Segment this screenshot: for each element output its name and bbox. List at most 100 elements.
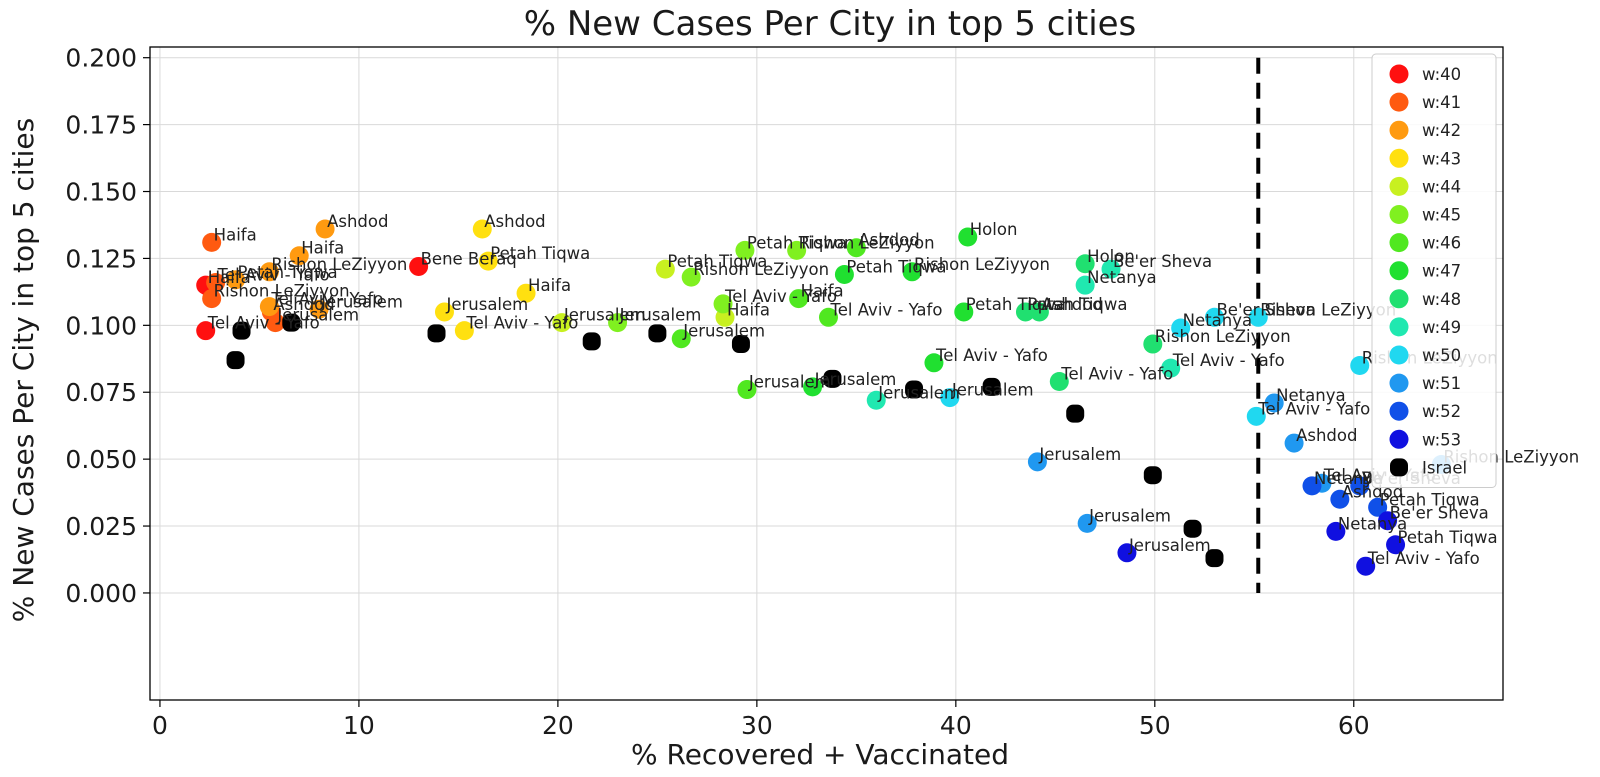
data-point: [902, 262, 922, 282]
data-point: [834, 264, 854, 284]
legend-marker: [1389, 345, 1409, 365]
data-point: [1171, 318, 1191, 338]
legend-marker: [1389, 233, 1409, 253]
x-tick-label: 10: [343, 711, 375, 740]
data-point: [1143, 334, 1163, 354]
data-point: [1350, 476, 1370, 496]
data-point: [713, 294, 733, 314]
data-point-israel: [582, 332, 601, 351]
data-point-label: Jerusalem: [445, 295, 528, 314]
x-axis-label: % Recovered + Vaccinated: [631, 738, 1009, 771]
data-point: [954, 302, 974, 322]
data-point-israel: [282, 313, 301, 332]
data-point: [196, 321, 216, 341]
data-point-label: Petah Tiqwa: [667, 252, 767, 271]
data-point: [1117, 543, 1137, 563]
data-point-label: Tel Aviv - Yafo: [724, 287, 837, 306]
data-point-label: Jerusalem: [563, 306, 646, 325]
data-point-label: Holon: [1087, 247, 1135, 266]
data-point: [846, 238, 866, 258]
data-point: [226, 270, 246, 290]
legend-marker: [1389, 429, 1409, 449]
x-tick-label: 60: [1338, 711, 1370, 740]
data-point-label: Be'er Sheva: [1390, 504, 1489, 523]
data-point: [1378, 511, 1398, 531]
data-point-label: Tel Aviv - Yafo: [207, 314, 320, 333]
data-point: [202, 289, 222, 309]
chart-title: % New Cases Per City in top 5 cities: [524, 4, 1137, 44]
data-point-label: Netanya: [1087, 268, 1156, 287]
data-point: [265, 313, 285, 333]
x-tick-label: 30: [741, 711, 773, 740]
data-point: [735, 240, 755, 260]
data-point: [671, 329, 691, 349]
data-point-israel: [1143, 466, 1162, 485]
data-point: [787, 240, 807, 260]
legend-marker: [1389, 176, 1409, 196]
legend-marker: [1390, 458, 1408, 477]
data-point: [434, 302, 454, 322]
data-point: [655, 259, 675, 279]
y-tick-label: 0.050: [65, 445, 137, 474]
data-point: [315, 219, 335, 239]
data-point-label: Tel Aviv - Yafo: [270, 290, 383, 309]
legend-marker: [1389, 92, 1409, 112]
x-tick-label: 20: [542, 711, 574, 740]
y-tick-label: 0.000: [65, 579, 137, 608]
data-point: [1326, 521, 1346, 541]
data-point-label: Haifa: [214, 225, 257, 244]
y-tick-label: 0.025: [65, 512, 137, 541]
data-point: [478, 251, 498, 271]
legend-entry-label: w:44: [1422, 177, 1461, 196]
data-point-label: Petah Tiqwa: [1027, 295, 1127, 314]
data-point-label: Haifa: [801, 282, 844, 301]
data-point: [1161, 358, 1181, 378]
points-layer: [196, 219, 1451, 576]
data-point-label: Jerusalem: [951, 381, 1034, 400]
data-point-label: Rishon LeZiyyon: [693, 260, 829, 279]
data-point-label: Petah Tiqwa: [846, 257, 946, 276]
data-point-label: Bene Beraq: [421, 249, 517, 268]
data-point: [866, 390, 886, 410]
data-point-israel: [982, 377, 1001, 396]
legend-entry-label: w:43: [1422, 149, 1461, 168]
data-point: [1350, 355, 1370, 375]
y-axis-label: % New Cases Per City in top 5 cities: [7, 118, 40, 622]
data-point-label: Rishon LeZiyyon: [914, 255, 1050, 274]
data-point-label: Haifa: [727, 300, 770, 319]
data-point-label: Jerusalem: [748, 373, 831, 392]
data-point: [1075, 254, 1095, 274]
data-point: [1368, 497, 1388, 517]
data-point: [1204, 307, 1224, 327]
data-point: [1284, 433, 1304, 453]
data-point: [958, 227, 978, 247]
legend-entry-label: w:48: [1422, 290, 1461, 309]
data-point-label: Rishon LeZiyyon: [214, 282, 350, 301]
data-point-label: Jerusalem: [682, 322, 765, 341]
data-point-label: Be'er Sheva: [1113, 252, 1212, 271]
data-point: [1029, 302, 1049, 322]
data-point: [1015, 302, 1035, 322]
data-point: [1027, 452, 1047, 472]
data-point-label: Jerusalem: [877, 383, 960, 402]
data-point: [1246, 406, 1266, 426]
data-point-label: Tel Aviv - Yafo: [1367, 549, 1480, 568]
grid-layer: [150, 47, 1503, 700]
data-point-label: Petah Tiqwa: [490, 244, 590, 263]
data-point: [608, 313, 628, 333]
data-point-label: Rishon LeZiyyon: [799, 233, 935, 252]
data-point: [737, 380, 757, 400]
data-point: [940, 388, 960, 408]
x-tick-label: 50: [1139, 711, 1171, 740]
legend-marker: [1389, 205, 1409, 224]
data-point-israel: [1066, 404, 1085, 423]
legend-marker: [1389, 317, 1409, 337]
data-point: [289, 246, 309, 266]
data-point-label: Jerusalem: [320, 292, 403, 311]
data-point: [1330, 489, 1350, 509]
data-point-label: Petah Tiqwa: [747, 233, 847, 252]
data-point-label: Be'er Sheva: [1216, 300, 1315, 319]
data-point-label: Petah Tiqwa: [966, 295, 1066, 314]
data-point-label: Tel Aviv - Yafo: [1060, 365, 1173, 384]
data-point-label: Tel Aviv - Yafo: [935, 346, 1048, 365]
